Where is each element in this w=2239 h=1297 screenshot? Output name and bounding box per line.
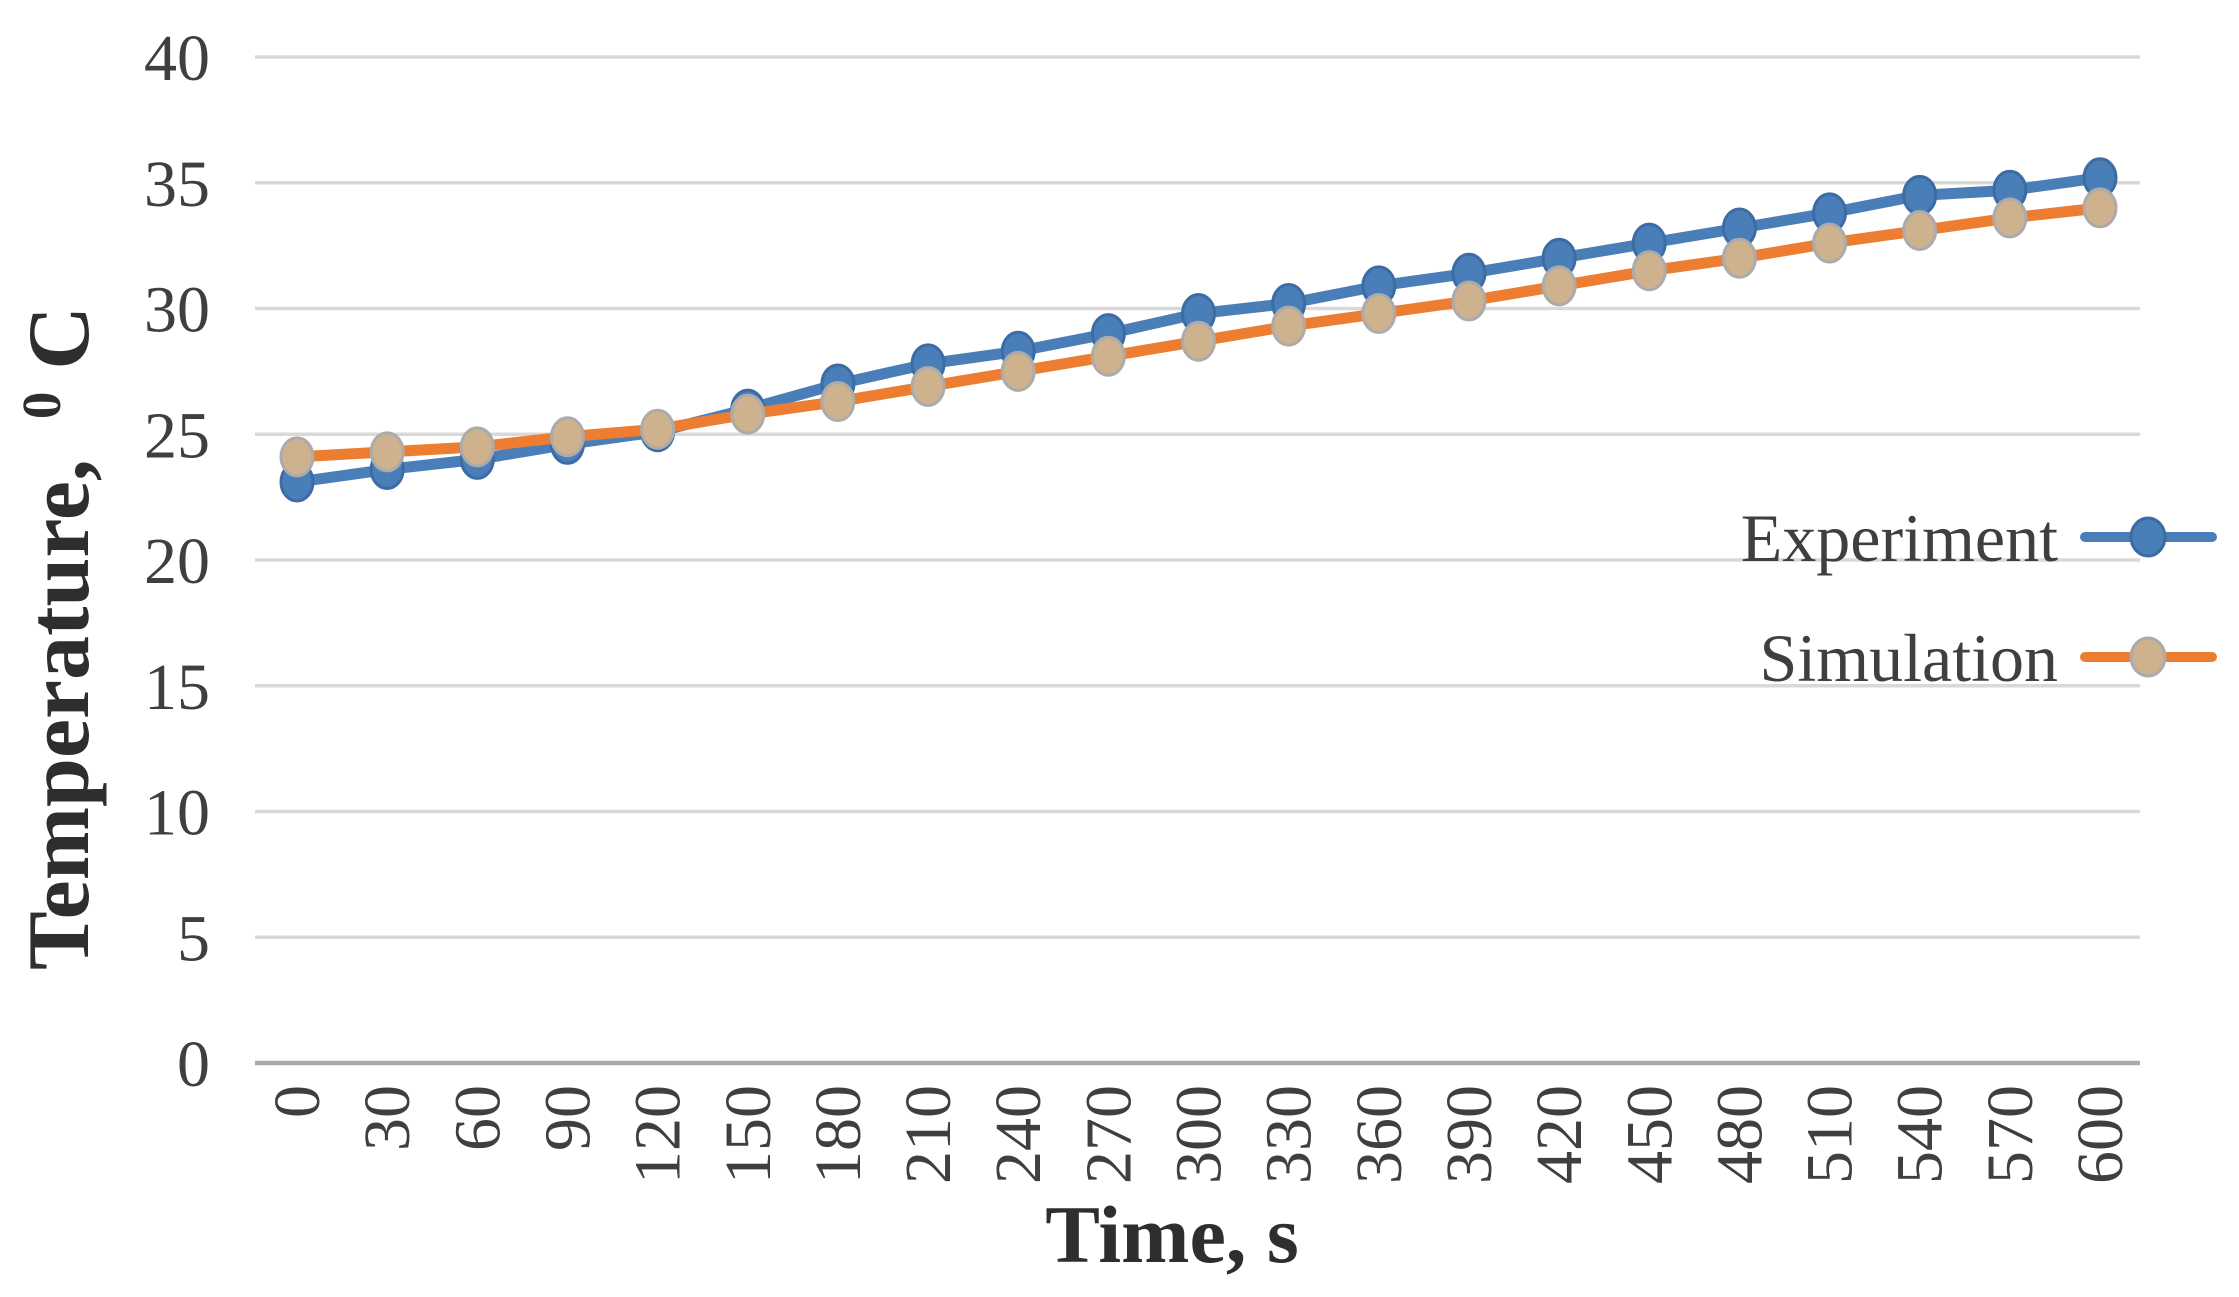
x-tick-label: 180 bbox=[802, 1085, 875, 1184]
x-tick-label: 30 bbox=[351, 1085, 424, 1151]
x-tick-label: 90 bbox=[531, 1085, 604, 1151]
simulation-marker bbox=[1181, 320, 1216, 362]
x-tick-label: 300 bbox=[1163, 1085, 1236, 1184]
x-tick-label: 600 bbox=[2064, 1085, 2137, 1184]
experiment-marker bbox=[1902, 174, 1938, 216]
simulation-marker bbox=[1271, 305, 1307, 347]
legend-marker-simulation bbox=[2129, 636, 2167, 678]
simulation-marker bbox=[1902, 210, 1938, 252]
x-tick-label: 450 bbox=[1613, 1085, 1686, 1184]
simulation-marker bbox=[910, 365, 946, 407]
simulation-marker bbox=[1000, 350, 1036, 392]
simulation-marker bbox=[640, 408, 676, 450]
legend-label-simulation: Simulation bbox=[1760, 620, 2058, 696]
simulation-marker bbox=[1721, 237, 1757, 279]
legend-marker-experiment bbox=[2129, 516, 2167, 558]
x-tick-label: 420 bbox=[1523, 1085, 1596, 1184]
x-tick-label: 570 bbox=[1974, 1085, 2047, 1184]
y-tick-label: 20 bbox=[144, 525, 210, 598]
x-tick-label: 0 bbox=[261, 1085, 334, 1118]
y-tick-label: 15 bbox=[144, 651, 210, 724]
simulation-marker bbox=[1090, 335, 1126, 377]
x-tick-label: 540 bbox=[1884, 1085, 1957, 1184]
simulation-marker bbox=[459, 426, 495, 468]
y-tick-label: 25 bbox=[144, 399, 210, 472]
y-axis-title-unit: C bbox=[11, 306, 108, 370]
y-tick-label: 10 bbox=[144, 777, 210, 850]
x-tick-label: 210 bbox=[892, 1085, 965, 1184]
simulation-marker bbox=[1451, 280, 1487, 322]
x-axis-title: Time, s bbox=[1045, 1189, 1299, 1280]
series-layer bbox=[279, 157, 2118, 503]
simulation-marker bbox=[1361, 293, 1397, 335]
x-tick-label: 60 bbox=[441, 1085, 514, 1151]
x-tick-label: 150 bbox=[712, 1085, 785, 1184]
x-tick-label: 240 bbox=[982, 1085, 1055, 1184]
y-axis-title-superscript: 0 bbox=[11, 392, 72, 420]
simulation-marker bbox=[2082, 187, 2118, 229]
simulation-marker bbox=[820, 381, 856, 423]
x-tick-label: 390 bbox=[1433, 1085, 1506, 1184]
simulation-marker bbox=[279, 436, 315, 478]
x-tick-label: 330 bbox=[1253, 1085, 1326, 1184]
y-tick-label: 5 bbox=[177, 902, 210, 975]
legend: Experiment Simulation bbox=[1741, 500, 2217, 696]
x-tick-label: 120 bbox=[622, 1085, 695, 1184]
simulation-marker bbox=[1812, 222, 1848, 264]
simulation-marker bbox=[549, 416, 585, 458]
y-tick-label: 30 bbox=[144, 274, 210, 347]
x-tick-label: 270 bbox=[1072, 1085, 1145, 1184]
y-tick-label: 0 bbox=[177, 1028, 210, 1101]
y-axis-title-text: Temperature, bbox=[11, 459, 108, 970]
simulation-marker bbox=[730, 393, 766, 435]
simulation-marker bbox=[369, 431, 405, 473]
y-tick-label: 40 bbox=[144, 22, 210, 95]
legend-label-experiment: Experiment bbox=[1741, 500, 2058, 576]
x-tick-label: 480 bbox=[1703, 1085, 1776, 1184]
x-tick-label: 510 bbox=[1794, 1085, 1867, 1184]
y-axis-title: Temperature, 0 C bbox=[0, 306, 108, 970]
x-tick-label: 360 bbox=[1343, 1085, 1416, 1184]
simulation-marker bbox=[1992, 197, 2028, 239]
y-tick-label: 35 bbox=[144, 148, 210, 221]
simulation-marker bbox=[1541, 265, 1577, 307]
simulation-marker bbox=[1631, 250, 1667, 292]
